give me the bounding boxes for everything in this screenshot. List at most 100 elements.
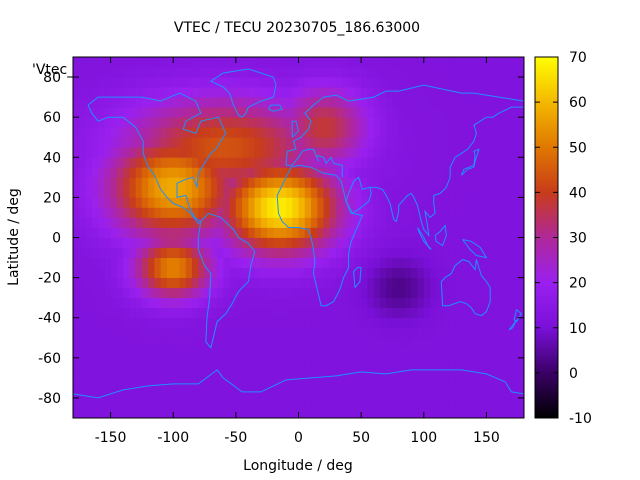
heatmap-cell (361, 137, 368, 148)
heatmap-cell (342, 137, 350, 148)
heatmap-cell (392, 407, 400, 419)
heatmap-cell (110, 357, 118, 369)
heatmap-cell (98, 227, 105, 238)
heatmap-cell (304, 297, 312, 309)
heatmap-cell (292, 57, 299, 68)
heatmap-cell (260, 347, 268, 359)
heatmap-cell (185, 247, 193, 258)
heatmap-cell (461, 307, 469, 319)
heatmap-cell (498, 97, 506, 108)
heatmap-cell (154, 117, 162, 128)
heatmap-cell (298, 247, 306, 258)
heatmap-cell (430, 277, 437, 289)
heatmap-cell (505, 267, 512, 279)
heatmap-cell (223, 387, 230, 399)
heatmap-cell (198, 187, 205, 198)
heatmap-cell (354, 177, 362, 188)
heatmap-cell (386, 247, 393, 258)
heatmap-cell (448, 357, 456, 369)
heatmap-cell (267, 237, 274, 248)
heatmap-cell (235, 377, 243, 389)
heatmap-cell (267, 367, 274, 379)
heatmap-cell (311, 77, 318, 88)
heatmap-cell (229, 77, 237, 88)
heatmap-cell (455, 297, 462, 309)
heatmap-cell (323, 87, 331, 98)
heatmap-cell (373, 157, 381, 168)
heatmap-cell (448, 387, 456, 399)
heatmap-cell (511, 407, 519, 419)
heatmap-cell (210, 97, 218, 108)
heatmap-cell (204, 197, 212, 208)
heatmap-cell (386, 407, 393, 419)
heatmap-cell (91, 167, 99, 178)
heatmap-cell (135, 187, 143, 198)
heatmap-cell (461, 207, 469, 218)
heatmap-cell (73, 237, 80, 248)
heatmap-cell (148, 277, 155, 289)
heatmap-cell (85, 297, 93, 309)
heatmap-cell (141, 127, 149, 138)
heatmap-cell (148, 87, 155, 98)
heatmap-cell (260, 197, 268, 208)
heatmap-cell (367, 177, 375, 188)
heatmap-cell (473, 267, 481, 279)
heatmap-cell (179, 77, 187, 88)
heatmap-cell (411, 297, 418, 309)
heatmap-cell (448, 177, 456, 188)
heatmap-cell (461, 327, 469, 339)
heatmap-cell (123, 247, 130, 258)
heatmap-cell (273, 407, 281, 419)
heatmap-cell (442, 307, 450, 319)
heatmap-cell (229, 347, 237, 359)
heatmap-cell (417, 297, 425, 309)
heatmap-cell (473, 77, 481, 88)
heatmap-cell (185, 127, 193, 138)
heatmap-cell (498, 187, 506, 198)
heatmap-cell (417, 367, 425, 379)
heatmap-cell (492, 217, 500, 228)
heatmap-cell (473, 137, 481, 148)
heatmap-cell (342, 177, 350, 188)
heatmap-cell (392, 207, 400, 218)
x-axis: -150 -100 -50 0 50 100 150 (95, 57, 500, 446)
heatmap-cell (511, 307, 519, 319)
heatmap-cell (210, 207, 218, 218)
heatmap-cell (505, 247, 512, 258)
heatmap-cell (392, 147, 400, 158)
heatmap-cell (517, 327, 525, 339)
heatmap-cell (235, 87, 243, 98)
heatmap-cell (311, 407, 318, 419)
heatmap-cell (110, 137, 118, 148)
heatmap-cell (73, 247, 80, 258)
heatmap-cell (323, 207, 331, 218)
x-tick-label: 150 (473, 430, 500, 446)
heatmap-cell (267, 147, 274, 158)
heatmap-cell (242, 267, 249, 279)
heatmap-cell (455, 287, 462, 299)
heatmap-cell (129, 67, 137, 78)
heatmap-cell (505, 377, 512, 389)
heatmap-cell (436, 147, 443, 158)
heatmap-cell (436, 297, 443, 309)
heatmap-cell (273, 157, 281, 168)
heatmap-cell (323, 277, 331, 289)
heatmap-cell (342, 347, 350, 359)
heatmap-cell (292, 397, 299, 409)
heatmap-cell (304, 387, 312, 399)
heatmap-cell (430, 177, 437, 188)
heatmap-cell (179, 67, 187, 78)
heatmap-cell (498, 357, 506, 369)
heatmap-cell (173, 87, 180, 98)
heatmap-cell (411, 377, 418, 389)
heatmap-cell (436, 187, 443, 198)
heatmap-cell (110, 317, 118, 329)
heatmap-cell (73, 177, 80, 188)
heatmap-cell (342, 147, 350, 158)
heatmap-cell (141, 387, 149, 399)
heatmap-cell (123, 257, 130, 268)
heatmap-cell (361, 207, 368, 218)
heatmap-cell (279, 347, 287, 359)
heatmap-cell (417, 97, 425, 108)
heatmap-cell (129, 97, 137, 108)
